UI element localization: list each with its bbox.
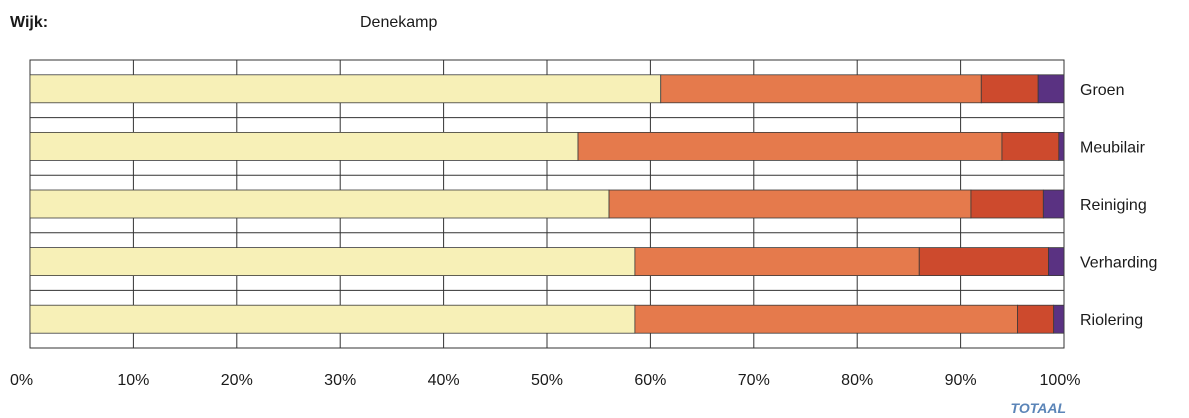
- bar-segment-1: [29, 189, 610, 219]
- category-label: Meubilair: [1080, 139, 1146, 156]
- bar-segment-3: [1017, 304, 1055, 334]
- x-tick-label: 80%: [841, 372, 873, 389]
- bar-segment-4: [1053, 304, 1065, 334]
- district-label: Wijk:: [10, 14, 49, 31]
- bar-segment-2: [660, 74, 982, 104]
- bar-segment-1: [29, 304, 636, 334]
- x-tick-label: 100%: [1040, 372, 1081, 389]
- bar-segment-2: [577, 131, 1003, 161]
- bar-segment-2: [634, 304, 1018, 334]
- bar-segment-4: [1048, 247, 1065, 277]
- bar-segment-1: [29, 74, 662, 104]
- category-label: Verharding: [1080, 255, 1157, 272]
- total-label: TOTAAL: [1010, 400, 1066, 416]
- bar-segment-2: [608, 189, 972, 219]
- bar-segment-3: [918, 247, 1049, 277]
- x-tick-label: 50%: [531, 372, 563, 389]
- district-name: Denekamp: [360, 14, 438, 31]
- bar-segment-3: [1001, 131, 1060, 161]
- x-tick-label: 30%: [324, 372, 356, 389]
- bar-segment-3: [980, 74, 1039, 104]
- bar-segment-4: [1058, 131, 1065, 161]
- bar-segment-4: [1042, 189, 1065, 219]
- x-tick-label: 0%: [10, 372, 33, 389]
- bar-segment-1: [29, 131, 579, 161]
- x-tick-label: 10%: [117, 372, 149, 389]
- bar-segment-1: [29, 247, 636, 277]
- category-label: Reiniging: [1080, 197, 1147, 214]
- category-label: Groen: [1080, 82, 1124, 99]
- bar-segment-4: [1037, 74, 1065, 104]
- bar-segment-3: [970, 189, 1044, 219]
- x-tick-label: 40%: [428, 372, 460, 389]
- x-tick-label: 60%: [634, 372, 666, 389]
- bar-segment-2: [634, 247, 920, 277]
- x-tick-label: 20%: [221, 372, 253, 389]
- x-tick-label: 90%: [945, 372, 977, 389]
- x-tick-label: 70%: [738, 372, 770, 389]
- category-label: Riolering: [1080, 312, 1143, 329]
